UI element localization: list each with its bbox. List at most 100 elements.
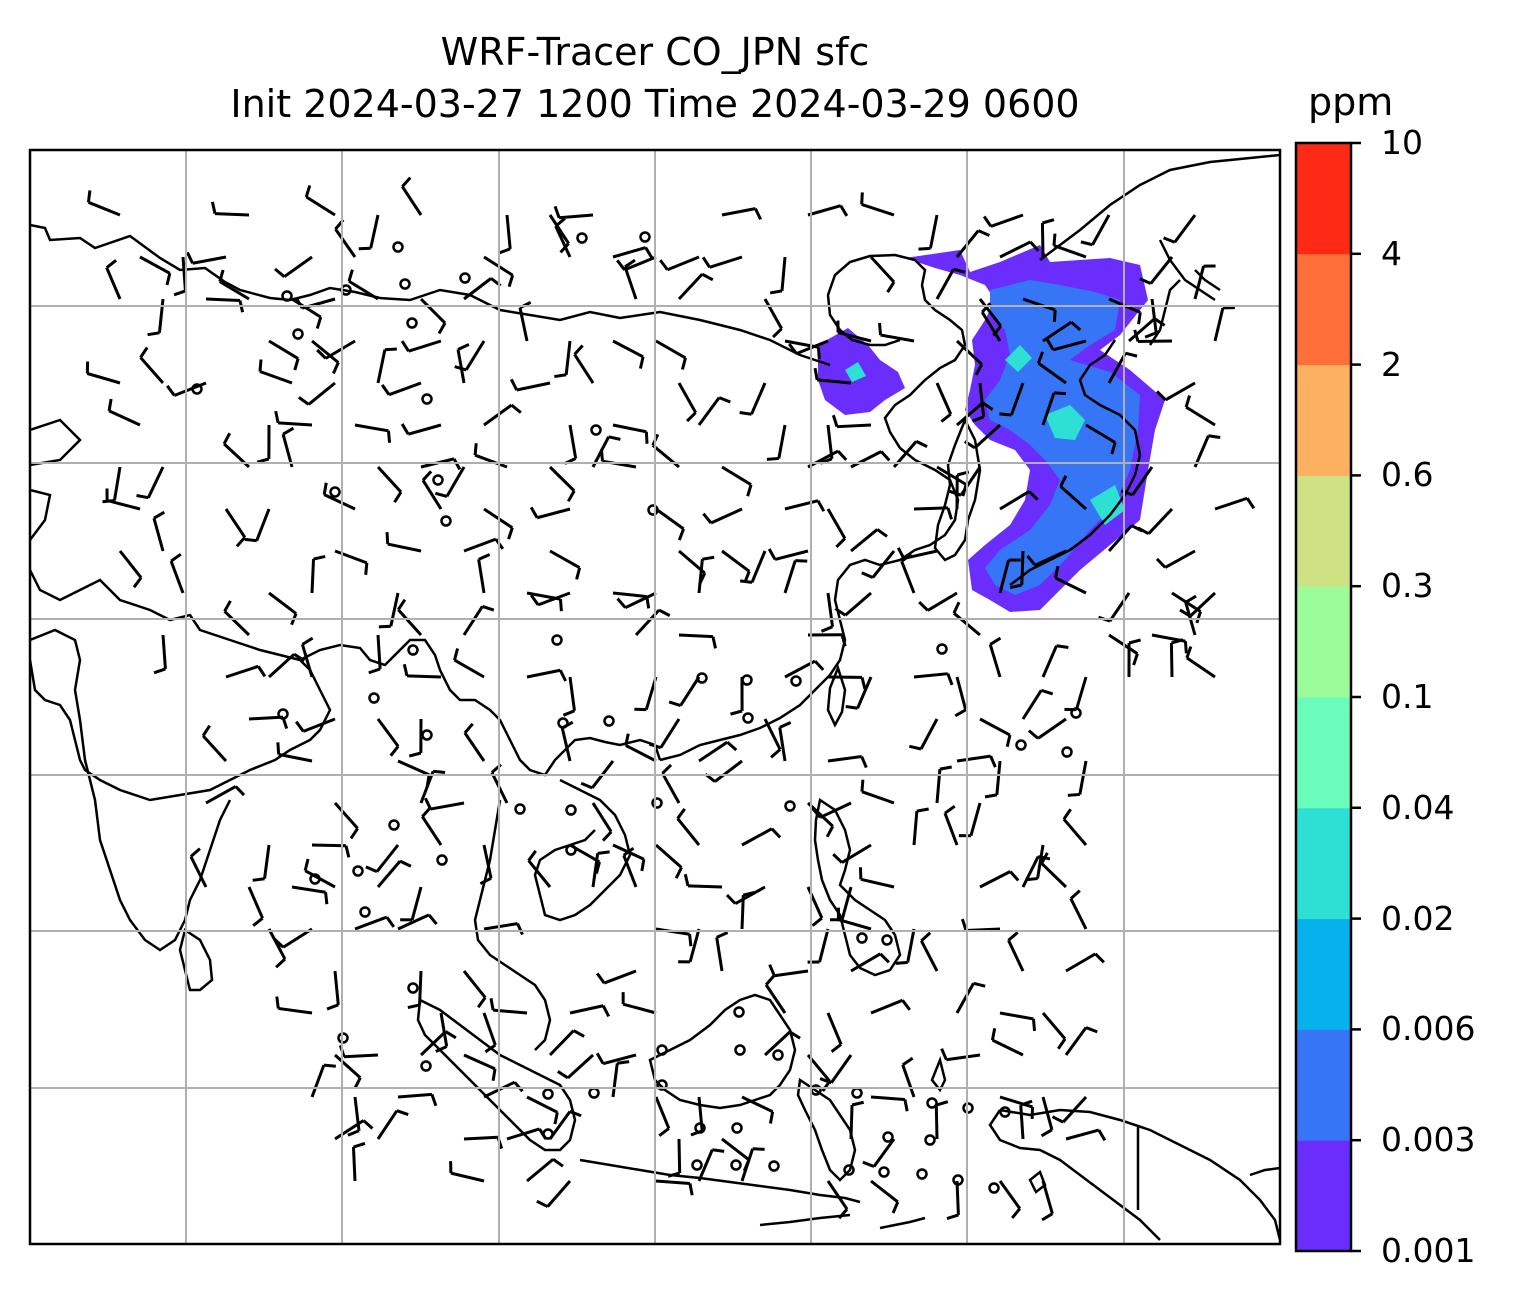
wind-barb-shaft	[482, 844, 493, 879]
wind-barb-feather	[880, 450, 891, 462]
wind-barb-feather	[616, 597, 627, 609]
colorbar-segment	[1296, 586, 1351, 698]
wind-barb-shaft	[1173, 214, 1197, 244]
wind-barb-feather	[1070, 321, 1082, 332]
wind-barb-feather	[835, 537, 846, 549]
wind-barb-feather	[353, 1141, 366, 1149]
wind-barb-shaft	[623, 255, 657, 272]
wind-barb-feather	[421, 806, 432, 818]
wind-barb-feather	[326, 1003, 339, 1011]
wind-barb-shaft	[334, 549, 368, 565]
wind-barb-feather	[430, 1093, 438, 1107]
wind-barb-feather	[344, 845, 351, 858]
calm-wind-marker	[924, 1134, 936, 1146]
calm-wind-marker	[999, 1106, 1011, 1118]
colorbar-segment	[1296, 807, 1351, 920]
calm-wind-marker	[407, 644, 419, 656]
wind-barb-feather	[1183, 641, 1188, 654]
wind-barb-shaft	[677, 273, 704, 301]
wind-barb-feather	[767, 548, 777, 561]
wind-barb-feather	[779, 721, 792, 729]
wind-barb-shaft	[840, 886, 853, 921]
wind-barb-shaft	[715, 937, 724, 972]
wind-barb-shaft	[1214, 496, 1248, 511]
calm-wind-marker	[734, 1044, 746, 1056]
wind-barb-feather	[617, 1060, 630, 1065]
wind-barb-feather	[478, 553, 491, 561]
calm-wind-marker	[936, 643, 948, 655]
coast-india	[30, 418, 332, 802]
wind-barb-feather	[509, 378, 519, 391]
wind-barb-feather	[400, 340, 410, 353]
wind-barb-shaft	[369, 214, 380, 249]
wind-barb-shaft	[1128, 317, 1156, 343]
calm-wind-marker	[420, 1060, 432, 1072]
wind-barb-feather	[572, 1029, 585, 1038]
wind-barb-shaft	[477, 559, 486, 594]
wind-barb-feather	[686, 411, 697, 423]
wind-barb-shaft	[795, 339, 829, 356]
wind-barb-feather	[1069, 889, 1081, 900]
wind-barb-shaft	[697, 396, 721, 426]
wind-barb-feather	[1163, 236, 1176, 244]
wind-barb-feather	[561, 720, 574, 730]
wind-barb-feather	[1009, 870, 1020, 882]
wind-barb-feather	[1139, 277, 1152, 285]
wind-barb-feather	[234, 785, 246, 797]
wind-barb-feather	[510, 403, 522, 414]
wind-barb-shaft	[1064, 1026, 1088, 1056]
calm-wind-marker	[733, 1006, 745, 1018]
wind-barb-shaft	[819, 801, 852, 819]
wind-barb-feather	[573, 344, 584, 356]
calm-wind-marker	[590, 424, 602, 436]
colorbar-segment	[1296, 918, 1351, 1030]
wind-barb-feather	[452, 458, 462, 471]
wind-barb-feather	[484, 1043, 497, 1054]
wind-barb-feather	[304, 184, 312, 198]
wind-barb-shaft	[456, 349, 466, 384]
wind-barb-feather	[1133, 329, 1140, 342]
wind-barb-feather	[825, 825, 835, 838]
wind-barb-feather	[274, 267, 286, 278]
wind-barb-shaft	[741, 1095, 774, 1114]
wind-barb-feather	[274, 410, 280, 424]
wind-barb-feather	[896, 547, 906, 560]
wind-barb-feather	[1195, 611, 1202, 624]
wind-barb-feather	[601, 830, 613, 842]
wind-barb-feather	[1185, 646, 1193, 659]
wind-barb-feather	[1155, 557, 1167, 569]
wind-barb-shaft	[622, 1002, 657, 1015]
wind-barb-shaft	[978, 382, 986, 417]
wind-barb-shaft	[305, 195, 336, 217]
wind-barb-feather	[498, 247, 511, 255]
wind-barb-shaft	[516, 381, 551, 392]
wind-barb-shaft	[1150, 298, 1158, 333]
calm-wind-marker	[292, 328, 304, 340]
wind-barb-feather	[908, 744, 922, 751]
colorbar-tick-label: 0.001	[1381, 1231, 1476, 1270]
wind-barb-feather	[434, 491, 448, 498]
wind-barb-shaft	[1062, 818, 1088, 846]
wind-barb-feather	[385, 532, 390, 545]
wind-barb-shaft	[807, 449, 839, 469]
calm-wind-marker	[790, 675, 802, 687]
wind-barb-feather	[186, 251, 194, 264]
coast-south-asia	[30, 223, 831, 367]
wind-barb-feather	[189, 847, 201, 858]
wind-barb-shaft	[376, 465, 403, 494]
wind-barb-shaft	[625, 744, 657, 763]
wind-barb-feather	[569, 1110, 582, 1118]
wind-barb-shaft	[333, 1053, 362, 1079]
wind-barb-feather	[771, 327, 783, 339]
wind-barb-shaft	[348, 279, 379, 301]
wind-barb-feather	[1059, 475, 1068, 488]
wind-barb-feather	[1053, 391, 1067, 396]
wind-barb-shaft	[774, 549, 809, 561]
wind-barb-shaft	[548, 214, 570, 245]
wind-barb-feather	[1094, 952, 1105, 964]
calm-wind-marker	[281, 290, 293, 302]
wind-barb-feather	[638, 356, 645, 369]
wind-barb-feather	[860, 755, 868, 769]
wind-barb-shaft	[861, 203, 895, 217]
wind-barb-feather	[536, 1199, 549, 1208]
